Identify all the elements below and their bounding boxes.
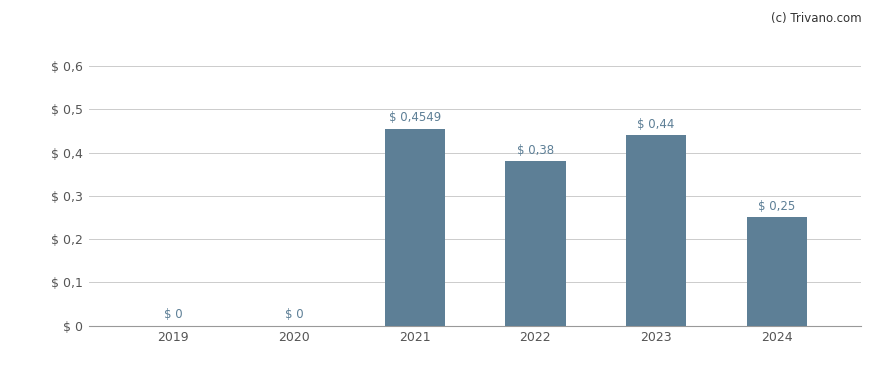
Bar [505,161,566,326]
Text: $ 0,25: $ 0,25 [758,200,796,213]
Text: $ 0,44: $ 0,44 [638,118,675,131]
Text: $ 0: $ 0 [164,308,183,321]
Bar [385,129,445,326]
Text: $ 0: $ 0 [285,308,304,321]
Text: $ 0,4549: $ 0,4549 [389,111,440,124]
Text: (c) Trivano.com: (c) Trivano.com [771,12,861,25]
Text: $ 0,38: $ 0,38 [517,144,554,157]
Bar [626,135,686,326]
Bar [747,218,807,326]
